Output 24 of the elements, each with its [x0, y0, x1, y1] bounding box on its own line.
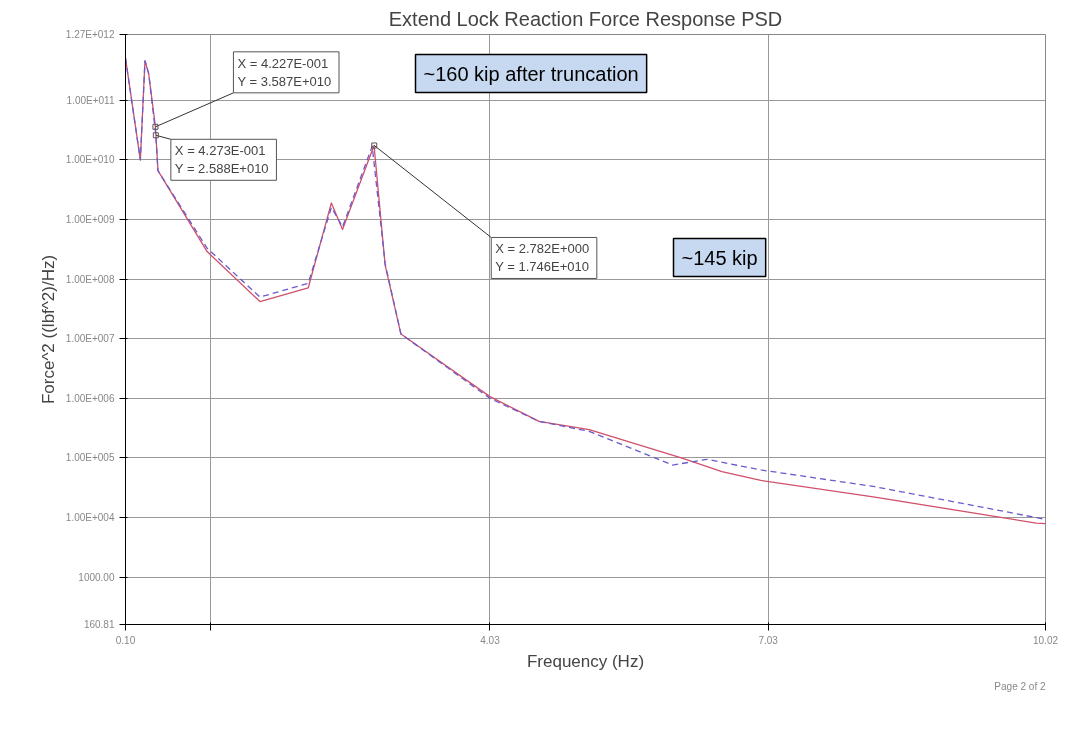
x-tick-label: 10.02	[1032, 634, 1059, 646]
x-tick-label: 7.03	[758, 634, 779, 646]
y-tick-label: 1.00E+011	[66, 94, 115, 106]
y-tick-label: 160.81	[83, 619, 115, 630]
x-tick-label: 0.10	[115, 634, 136, 646]
y-tick-label: 1.00E+004	[65, 512, 115, 524]
annotation: ~145 kip	[681, 246, 758, 269]
x-axis-title: Frequency (Hz)	[526, 651, 645, 671]
annotation: X = 4.273E-001 Y = 2.588E+010	[174, 143, 269, 177]
y-tick-label: 1.00E+007	[65, 333, 115, 345]
y-tick-label: 1.00E+006	[65, 392, 115, 404]
text: Page 2 of 2	[994, 680, 1046, 692]
y-tick-label: 1.00E+008	[65, 273, 115, 285]
y-tick-label: 1000.00	[78, 571, 115, 583]
y-tick-label: 1.00E+010	[65, 154, 115, 166]
y-tick-label: 1.00E+005	[65, 452, 115, 464]
annotation: X = 2.782E+000 Y = 1.746E+010	[495, 241, 590, 275]
annotation: ~160 kip after truncation	[423, 62, 639, 85]
annotation: X = 4.227E-001 Y = 3.587E+010	[237, 55, 332, 89]
x-tick-label: 4.03	[480, 634, 501, 646]
y-axis-title: Force^2 ((lbf^2)/Hz)	[38, 254, 58, 405]
y-tick-label: 1.27E+012	[65, 29, 115, 40]
chart-title: Extend Lock Reaction Force Response PSD	[388, 7, 783, 30]
y-tick-label: 1.00E+009	[65, 214, 115, 226]
